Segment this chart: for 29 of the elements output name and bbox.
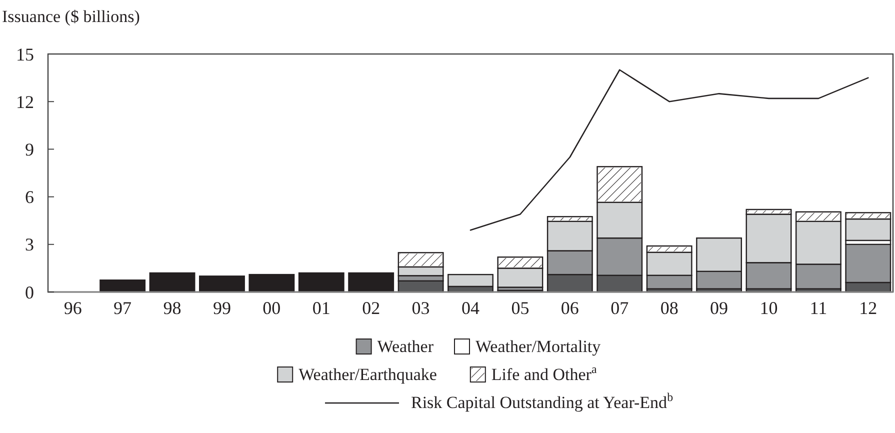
legend-label: Weather/Earthquake <box>298 365 437 384</box>
x-tick-label: 12 <box>859 298 878 318</box>
legend-label: Weather <box>377 337 434 356</box>
x-tick-label: 98 <box>163 298 182 318</box>
x-tick-label: 04 <box>462 298 480 318</box>
x-tick-label: 10 <box>760 298 778 318</box>
x-tick-label: 11 <box>810 298 828 318</box>
x-tick-label: 96 <box>64 298 82 318</box>
x-tick-label: 97 <box>114 298 132 318</box>
x-tick-label: 01 <box>312 298 330 318</box>
y-tick-label: 6 <box>25 187 34 208</box>
x-tick-label: 05 <box>511 298 530 318</box>
y-tick-label: 0 <box>25 282 34 302</box>
legend-label: Life and Other$^{a}$ <box>491 362 598 384</box>
y-tick-label: 9 <box>25 140 34 160</box>
legend-label: Weather/Mortality <box>476 337 602 356</box>
x-tick-label: 07 <box>610 298 629 318</box>
y-tick-label: 15 <box>16 44 34 64</box>
x-tick-label: 08 <box>660 298 678 318</box>
x-tick-label: 02 <box>362 298 380 318</box>
x-tick-label: 09 <box>710 298 728 318</box>
legend-label: Risk Capital Outstanding at Year-End$^{b}$ <box>411 390 674 412</box>
x-tick-label: 03 <box>412 298 430 318</box>
x-tick-label: 99 <box>212 298 231 318</box>
y-tick-label: 12 <box>16 92 34 112</box>
y-tick-label: 3 <box>25 234 34 255</box>
x-tick-label: 06 <box>560 298 579 318</box>
x-tick-label: 00 <box>262 298 281 318</box>
y-axis-title: Issuance ($ billions) <box>2 7 140 26</box>
